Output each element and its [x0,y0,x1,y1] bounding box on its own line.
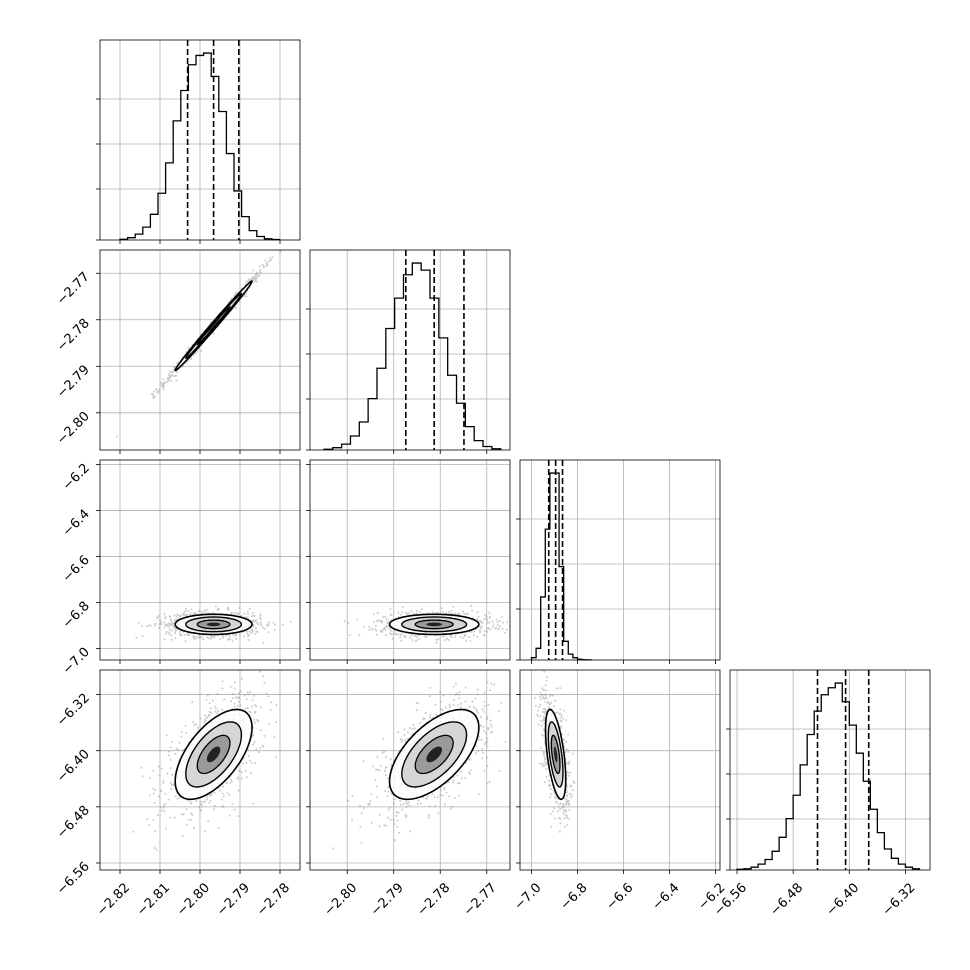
x-tick-label: −2.79 [368,880,407,919]
x-tick-label: −6.4 [650,880,683,913]
x-tick-label: −2.78 [254,880,293,919]
density-peak [206,318,221,334]
density-peak [553,746,558,763]
panel-2-0 [96,459,301,664]
x-tick-label: −2.81 [134,880,173,919]
x-tick-label: −6.32 [880,880,919,919]
histogram-step [119,52,281,241]
panel-3-3 [726,669,931,874]
panel-frame [519,459,721,661]
density-layer [534,670,576,833]
histogram-step [736,682,921,870]
y-tick-label: −6.4 [60,507,93,540]
density-layer [135,605,292,644]
x-tick-label: −6.8 [558,880,591,913]
x-tick-label: −2.77 [461,880,500,919]
panel-2-1 [306,459,511,664]
y-tick-label: −6.40 [54,747,93,786]
y-tick-label: −6.56 [54,859,93,898]
y-tick-label: −7.0 [60,645,93,678]
grid-lines [100,40,300,240]
y-tick-label: −6.32 [54,691,93,730]
x-tick-label: −2.82 [94,880,133,919]
y-tick-label: −6.6 [60,553,93,586]
panel-3-2 [516,669,721,874]
grid-lines [310,250,510,450]
density-peak [426,622,442,627]
x-tick-label: −2.78 [415,880,454,919]
panel-2-2 [516,459,721,664]
x-tick-label: −6.6 [604,880,637,913]
y-tick-label: −6.8 [60,599,93,632]
density-layer [332,681,507,850]
panel-frame [729,669,931,871]
x-tick-label: −2.79 [214,880,253,919]
y-tick-label: −6.48 [54,803,93,842]
panel-frame [519,669,721,871]
density-peak [426,746,442,763]
y-tick-label: −2.78 [54,316,93,355]
density-layer [115,250,282,438]
panel-3-0 [96,669,301,874]
panel-background [730,670,930,870]
x-tick-label: −6.48 [767,880,806,919]
grid-lines [100,250,300,450]
y-tick-label: −6.2 [60,461,93,494]
panel-3-1 [306,669,511,874]
y-tick-label: −2.77 [54,269,93,308]
x-tick-label: −2.80 [321,880,360,919]
x-tick-label: −2.80 [174,880,213,919]
x-tick-label: −7.0 [512,880,545,913]
panel-1-0 [96,249,301,454]
histogram-step [323,262,502,450]
panel-background [310,250,510,450]
density-peak [206,622,221,627]
panel-background [520,460,720,660]
density-layer [343,604,509,644]
panels-layer: −2.82 −2.81 −2.80 −2.79 −2.78 −2.80 −2.79 −2.78… [54,39,931,919]
panel-frame [309,249,511,451]
panel-frame [309,669,511,871]
density-peak [206,746,221,763]
density-layer [132,670,278,851]
panel-frame [309,459,511,661]
panel-1-1 [306,249,511,454]
y-tick-label: −2.80 [54,409,93,448]
grid-lines [520,460,720,660]
panel-0-0 [96,39,301,244]
y-tick-label: −2.79 [54,363,93,402]
x-tick-label: −6.40 [824,880,863,919]
